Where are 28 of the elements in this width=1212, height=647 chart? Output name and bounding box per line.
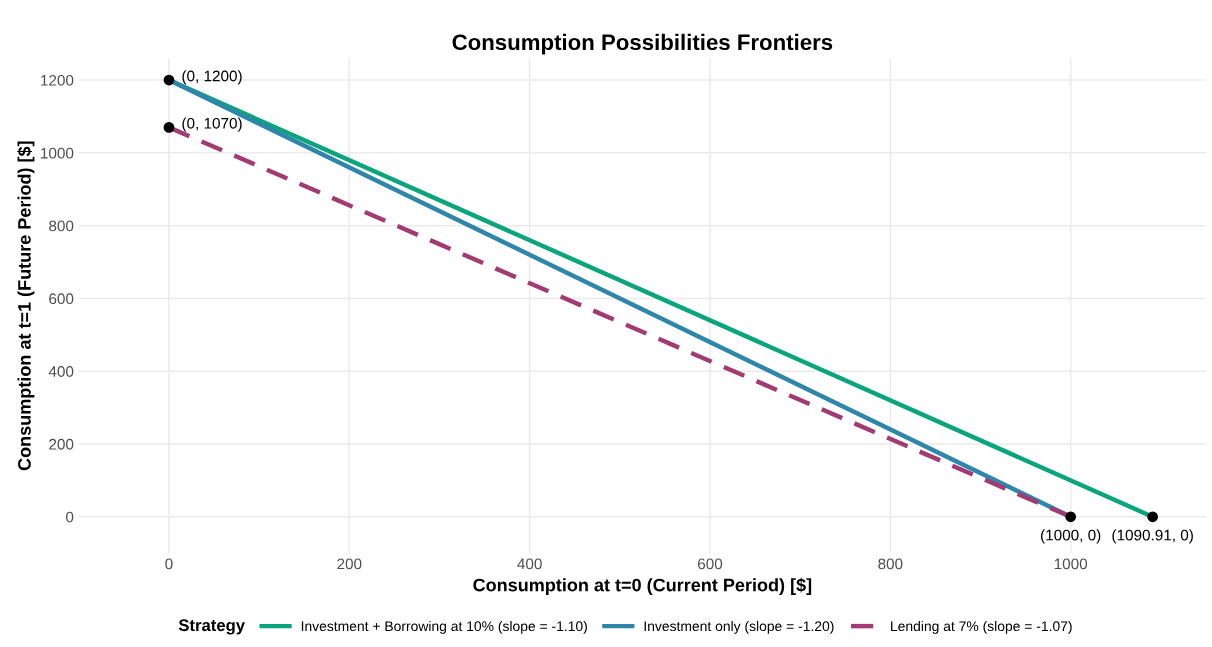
annotation: (0, 1200)	[182, 70, 242, 85]
point	[163, 74, 175, 86]
x-tick-label: 800	[878, 558, 903, 570]
y-tick-label: 800	[49, 220, 74, 232]
legend-label: Lending at 7% (slope = -1.07)	[891, 620, 1072, 634]
x-tick-label: 600	[698, 558, 723, 570]
x-axis-title: Consumption at t=0 (Current Period) [$]	[473, 577, 812, 595]
legend-label: Investment + Borrowing at 10% (slope = -1.10)	[301, 620, 587, 634]
annotation: (1090.91, 0)	[1112, 529, 1193, 544]
point	[1065, 511, 1077, 523]
x-tick-label: 400	[517, 558, 542, 570]
x-tick-label: 1000	[1054, 558, 1088, 570]
chart-title: Consumption Possibilities Frontiers	[452, 33, 833, 55]
y-tick-label: 1200	[41, 74, 74, 86]
point	[163, 122, 175, 133]
annotation: (0, 1070)	[182, 117, 242, 132]
y-tick-label: 0	[66, 511, 74, 523]
y-tick-label: 200	[49, 438, 74, 450]
point	[1147, 511, 1159, 523]
legend-title: Strategy	[178, 619, 245, 635]
x-tick-label: 200	[337, 558, 362, 570]
legend-label: Investment only (slope = -1.20)	[644, 620, 834, 634]
annotation: (1000, 0)	[1041, 529, 1101, 544]
y-axis-title: Consumption at t=1 (Future Period) [$]	[17, 141, 35, 471]
x-tick-label: 0	[165, 558, 173, 570]
y-tick-label: 1000	[41, 147, 74, 159]
y-tick-label: 600	[49, 293, 74, 305]
y-tick-label: 400	[48, 366, 74, 377]
